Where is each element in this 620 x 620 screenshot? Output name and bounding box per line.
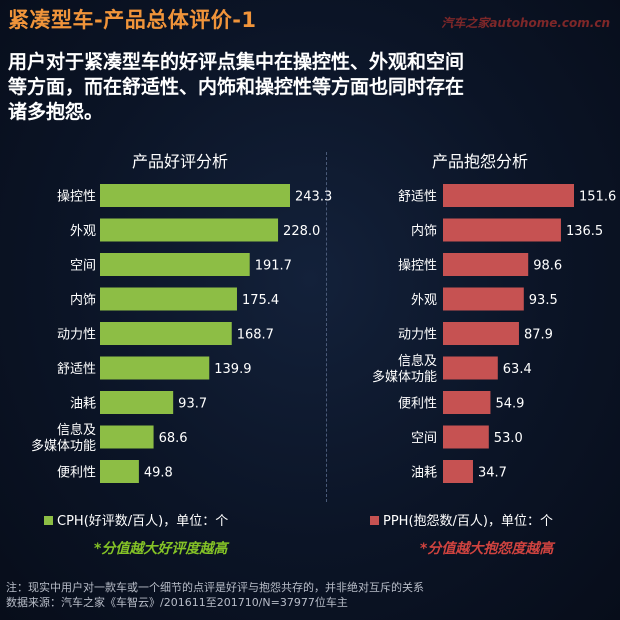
negative-bar [443, 287, 524, 311]
positive-chart-title: 产品好评分析 [131, 152, 228, 171]
watermark-logo: 汽车之家autohome.com.cn [441, 16, 610, 30]
negative-value-label: 34.7 [478, 466, 507, 481]
positive-bar [100, 287, 237, 311]
positive-value-label: 168.7 [237, 328, 274, 343]
headline-line-2: 等方面，而在舒适性、内饰和操控性等方面也同时存在 [8, 76, 465, 98]
positive-bar [100, 253, 250, 276]
negative-value-label: 53.0 [494, 431, 523, 446]
positive-bar [100, 356, 210, 380]
positive-category-label: 空间 [70, 259, 96, 274]
chart-divider [326, 152, 327, 502]
headline: 用户对于紧凑型车的好评点集中在操控性、外观和空间 等方面，而在舒适性、内饰和操控… [8, 50, 608, 125]
positive-category-label: 信息及多媒体功能 [31, 422, 96, 454]
negative-category-label: 便利性 [398, 397, 437, 412]
negative-note: *分值越大抱怨度越高 [420, 541, 554, 557]
negative-value-label: 98.6 [533, 259, 562, 274]
positive-legend-label: CPH(好评数/百人)，单位：个 [57, 514, 229, 529]
negative-legend-swatch [370, 516, 379, 525]
positive-value-label: 68.6 [159, 431, 188, 446]
positive-legend-swatch [44, 516, 53, 525]
positive-category-label: 油耗 [70, 397, 96, 412]
positive-value-label: 175.4 [242, 293, 279, 308]
negative-category-label: 内饰 [411, 223, 437, 239]
positive-bar [100, 322, 232, 345]
negative-bar [443, 184, 574, 207]
negative-bar [443, 218, 561, 242]
negative-category-label: 操控性 [398, 258, 437, 274]
negative-value-label: 136.5 [566, 224, 603, 239]
negative-bar [443, 460, 473, 483]
footer: 注：现实中用户对一款车或一个细节的点评是好评与抱怨共存的，并非绝对互斥的关系 数… [6, 580, 424, 610]
positive-category-label: 动力性 [57, 328, 96, 343]
footer-note: 注：现实中用户对一款车或一个细节的点评是好评与抱怨共存的，并非绝对互斥的关系 [6, 581, 424, 594]
positive-category-label: 外观 [70, 224, 96, 239]
negative-bar [443, 356, 498, 380]
positive-bar [100, 460, 139, 483]
negative-bar [443, 322, 519, 345]
positive-bar [100, 425, 154, 449]
negative-value-label: 63.4 [503, 362, 532, 377]
negative-chart-title: 产品抱怨分析 [431, 152, 528, 171]
positive-value-label: 243.3 [295, 190, 332, 205]
positive-legend: CPH(好评数/百人)，单位：个 [44, 510, 228, 529]
negative-bar [443, 425, 489, 449]
positive-value-label: 191.7 [255, 259, 292, 274]
positive-category-label: 便利性 [57, 466, 96, 481]
positive-value-label: 49.8 [144, 466, 173, 481]
negative-category-label: 油耗 [411, 466, 437, 481]
negative-value-label: 87.9 [524, 328, 553, 343]
positive-value-label: 139.9 [214, 362, 251, 377]
negative-value-label: 54.9 [495, 397, 524, 412]
negative-bar [443, 253, 529, 276]
positive-bar [100, 218, 279, 242]
negative-category-label: 信息及多媒体功能 [372, 353, 437, 385]
negative-value-label: 93.5 [529, 293, 558, 308]
positive-category-label: 内饰 [70, 292, 96, 308]
positive-bar [100, 184, 290, 207]
negative-category-label: 动力性 [398, 328, 437, 343]
footer-source: 数据来源：汽车之家《车智云》/201611至201710/N=37977位车主 [6, 596, 348, 609]
positive-category-label: 操控性 [57, 189, 96, 205]
positive-value-label: 228.0 [283, 224, 320, 239]
headline-line-1: 用户对于紧凑型车的好评点集中在操控性、外观和空间 [8, 51, 465, 73]
headline-line-3: 诸多抱怨。 [8, 101, 104, 123]
positive-note: *分值越大好评度越高 [94, 541, 228, 557]
negative-bar [443, 391, 491, 414]
page-title: 紧凑型车-产品总体评价-1 [8, 8, 257, 32]
positive-bar [100, 391, 174, 414]
negative-category-label: 空间 [411, 431, 437, 446]
negative-category-label: 外观 [411, 293, 437, 308]
positive-value-label: 93.7 [178, 397, 207, 412]
negative-category-label: 舒适性 [398, 190, 437, 205]
negative-value-label: 151.6 [579, 190, 616, 205]
negative-legend: PPH(抱怨数/百人)，单位：个 [370, 510, 553, 529]
negative-legend-label: PPH(抱怨数/百人)，单位：个 [383, 514, 553, 529]
positive-category-label: 舒适性 [57, 362, 96, 377]
